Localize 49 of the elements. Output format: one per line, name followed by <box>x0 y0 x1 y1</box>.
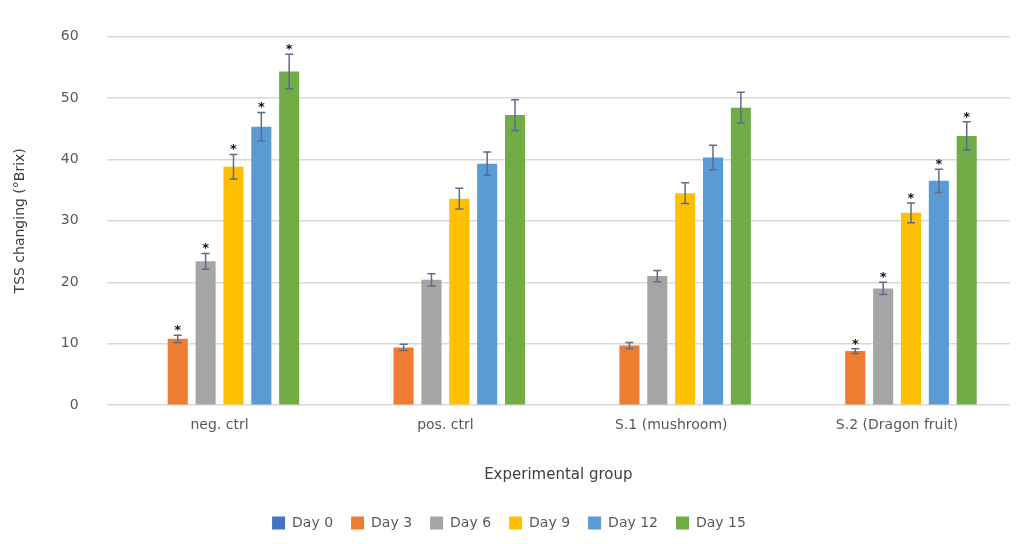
legend-label: Day 12 <box>608 513 659 530</box>
data-label: * <box>202 240 210 256</box>
data-label: * <box>907 189 915 205</box>
y-tick-label: 20 <box>60 272 79 289</box>
y-tick-label: 10 <box>60 334 79 351</box>
bar <box>195 261 216 405</box>
bar <box>279 71 300 405</box>
bar <box>675 193 696 405</box>
bar <box>928 180 949 405</box>
bar <box>702 157 724 405</box>
data-label: * <box>257 99 265 115</box>
bar <box>449 198 470 405</box>
legend-label: Day 3 <box>371 513 413 530</box>
y-axis-title: TSS changing (°Brix) <box>11 148 28 295</box>
x-axis-title: Experimental group <box>484 464 633 483</box>
x-tick-label: S.2 (Dragon fruit) <box>835 416 959 433</box>
bar <box>251 126 272 405</box>
y-tick-label: 40 <box>60 149 79 166</box>
bar <box>504 115 526 405</box>
bar <box>223 166 244 405</box>
data-label: * <box>879 269 887 285</box>
bar <box>477 163 498 405</box>
data-label: * <box>963 108 971 124</box>
bar <box>647 276 668 405</box>
x-tick-label: neg. ctrl <box>190 416 249 433</box>
data-label: * <box>174 322 182 337</box>
data-label: * <box>285 41 293 57</box>
bar <box>421 279 442 405</box>
bar <box>730 107 751 405</box>
legend-label: Day 9 <box>529 513 571 530</box>
y-tick-label: 30 <box>60 211 79 228</box>
legend-label: Day 0 <box>292 513 334 530</box>
y-tick-label: 60 <box>60 27 79 44</box>
bar <box>900 212 922 405</box>
bar <box>845 351 866 405</box>
bar <box>393 347 414 405</box>
y-tick-label: 50 <box>60 88 79 105</box>
legend-label: Day 6 <box>450 513 492 530</box>
data-label: * <box>935 156 943 172</box>
legend-label: Day 15 <box>696 513 746 530</box>
data-label: * <box>230 141 238 157</box>
y-tick-label: 0 <box>69 395 79 412</box>
bar <box>956 135 977 405</box>
bar <box>619 345 640 405</box>
data-label: * <box>851 335 859 351</box>
x-tick-label: S.1 (mushroom) <box>614 416 728 433</box>
x-tick-label: pos. ctrl <box>417 416 474 433</box>
bar <box>167 338 188 405</box>
bar <box>873 288 894 405</box>
